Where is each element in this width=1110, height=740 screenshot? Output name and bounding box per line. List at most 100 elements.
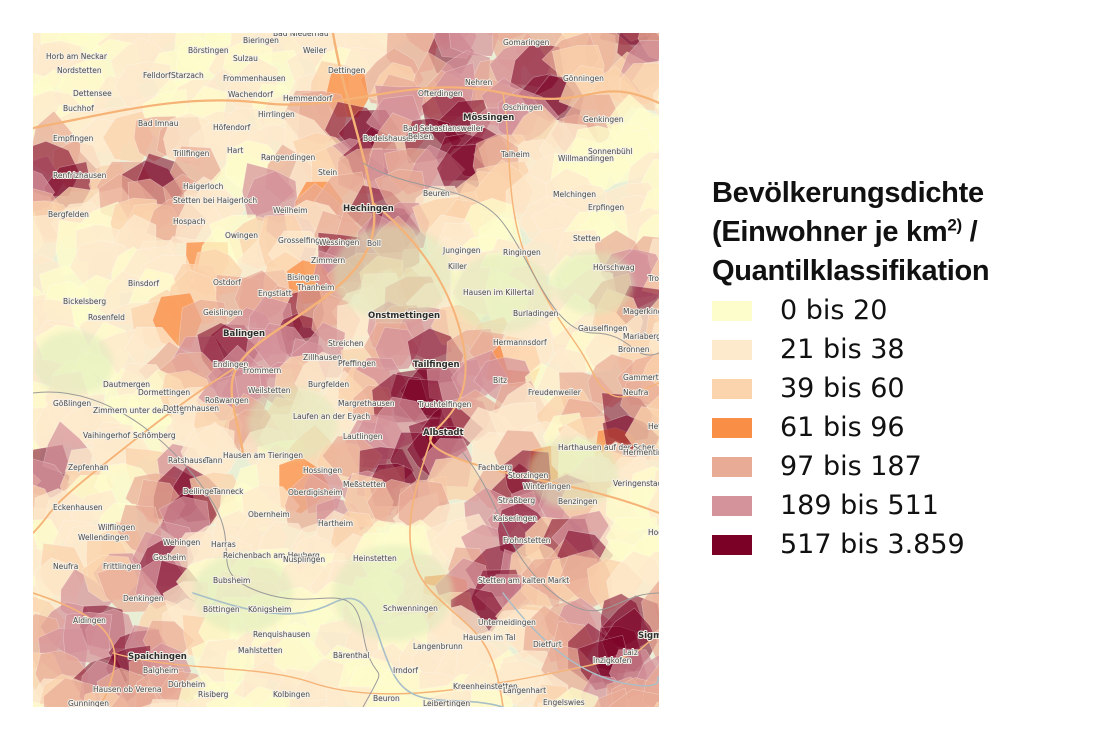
place-label: Böttingen	[203, 605, 240, 614]
place-label: Bergfelden	[48, 210, 89, 219]
place-label: Frommenhausen	[223, 74, 286, 83]
road-line	[33, 362, 244, 534]
place-label: Hörschwag	[593, 263, 635, 272]
place-label: Streichen	[328, 339, 364, 348]
legend-title-line3: Quantilklassifikation	[712, 255, 990, 287]
place-label: Thanheim	[296, 283, 334, 292]
municipality-area	[448, 33, 500, 57]
place-label: Frommern	[243, 366, 281, 375]
place-label: Bad Sebastiansweiler	[403, 124, 484, 133]
place-label: Veringenstadt	[613, 479, 659, 488]
legend-swatch	[712, 495, 752, 516]
legend-class-label: 61 bis 96	[780, 412, 905, 443]
place-label: Neufra	[623, 388, 648, 397]
place-label: Hermannsdorf	[493, 338, 547, 347]
place-label: Obernheim	[248, 510, 290, 519]
place-label: Haigerloch	[183, 182, 224, 191]
place-label: Zepfenhan	[68, 463, 109, 472]
legend-swatch	[712, 417, 752, 438]
place-label: Grosselfingen	[278, 236, 330, 245]
place-label: Engstlatt	[258, 289, 292, 298]
place-label: Balgheim	[143, 666, 178, 675]
place-label: Belsen	[408, 132, 433, 141]
municipality-area	[646, 487, 659, 528]
place-label: Straßberg	[498, 496, 535, 505]
municipality-area	[289, 697, 337, 707]
forest-area	[248, 387, 338, 459]
place-label: Margrethausen	[338, 399, 395, 408]
forest-area	[33, 331, 113, 395]
legend-class-1: 21 bis 38	[712, 330, 1092, 369]
place-label: Hart	[227, 146, 243, 155]
place-label: Ringingen	[503, 248, 541, 257]
place-label: Weilstetten	[248, 386, 291, 395]
forest-area	[453, 253, 553, 333]
place-label: Mariaberg	[623, 332, 659, 341]
place-label: Bärenthal	[333, 651, 369, 660]
place-label: Bodelshausen	[363, 134, 416, 143]
legend-class-list: 0 bis 20 21 bis 38 39 bis 60 61 bis 96 9…	[712, 291, 1092, 564]
place-label: Hausen am Tieringen	[223, 451, 303, 460]
road-line	[502, 92, 659, 398]
municipality-area	[641, 580, 659, 644]
place-label: Hirrlingen	[258, 110, 295, 119]
place-label: Nusplingen	[283, 555, 325, 564]
place-label: Felldorf	[143, 71, 171, 80]
municipality-area	[641, 256, 659, 295]
legend-class-2: 39 bis 60	[712, 369, 1092, 408]
place-label: Gosheim	[153, 553, 186, 562]
place-label: Börstingen	[188, 46, 229, 55]
municipality-area	[654, 701, 659, 707]
place-label: Benzingen	[558, 497, 598, 506]
place-label: Bieringen	[243, 36, 279, 45]
place-label: Unterneidingen	[478, 618, 536, 627]
municipality-area	[257, 694, 300, 707]
legend-title: Bevölkerungsdichte (Einwohner je km2) / …	[712, 174, 1092, 291]
place-label: Harthausen auf der Scher	[558, 443, 655, 452]
place-label: Sulzau	[233, 54, 258, 63]
place-label: Langenbrunn	[413, 642, 463, 651]
legend-title-superscript: 2)	[947, 215, 962, 235]
place-label: Bubsheim	[213, 576, 250, 585]
place-label: Endingen	[213, 360, 248, 369]
place-label: Hochberg	[648, 528, 659, 537]
place-label: Wilflingen	[98, 523, 135, 532]
place-label: Hausen ob Verena	[93, 685, 161, 694]
map-legend: Bevölkerungsdichte (Einwohner je km2) / …	[712, 174, 1092, 564]
place-label: Renfrizhausen	[53, 171, 107, 180]
place-label: Balingen	[223, 329, 265, 339]
place-label: Dotternhausen	[163, 404, 219, 413]
place-label: Ofterdingen	[418, 89, 463, 98]
place-label: Burladingen	[513, 309, 559, 318]
municipality-area	[586, 138, 633, 191]
legend-swatch	[712, 378, 752, 399]
municipality-area	[43, 677, 97, 707]
legend-swatch	[712, 456, 752, 477]
place-label: Hemmendorf	[283, 94, 333, 103]
population-density-map[interactable]: Bieringen Bad Niedernau Gomaringen Horb am …	[33, 33, 659, 707]
place-label: Dautmergen	[103, 380, 150, 389]
place-label: Renquishausen	[253, 630, 310, 639]
place-label: Dettensee	[73, 89, 112, 98]
legend-class-label: 189 bis 511	[780, 490, 939, 521]
place-label: Zimmern unter der Burg	[93, 406, 185, 415]
place-label: Weilheim	[273, 206, 308, 215]
municipality-area	[325, 685, 376, 707]
place-label: Oberdigisheim	[288, 488, 343, 497]
place-label: Dettingen	[328, 66, 365, 75]
forest-area	[333, 545, 453, 641]
place-label: Irndorf	[393, 666, 418, 675]
road-line	[230, 33, 376, 455]
place-label: Hospach	[173, 217, 206, 226]
place-label: Kolbingen	[273, 690, 310, 699]
legend-title-line1: Bevölkerungsdichte	[712, 177, 984, 209]
place-label: Langenhart	[503, 686, 546, 695]
legend-swatch	[712, 534, 752, 555]
place-label: Stetten am kalten Markt	[478, 576, 569, 585]
place-label: Kreenheinstetten	[453, 682, 518, 691]
district-border	[362, 162, 659, 356]
place-label: Rosenfeld	[88, 313, 125, 322]
municipality-area	[149, 698, 189, 707]
place-label: Hartheim	[318, 519, 353, 528]
